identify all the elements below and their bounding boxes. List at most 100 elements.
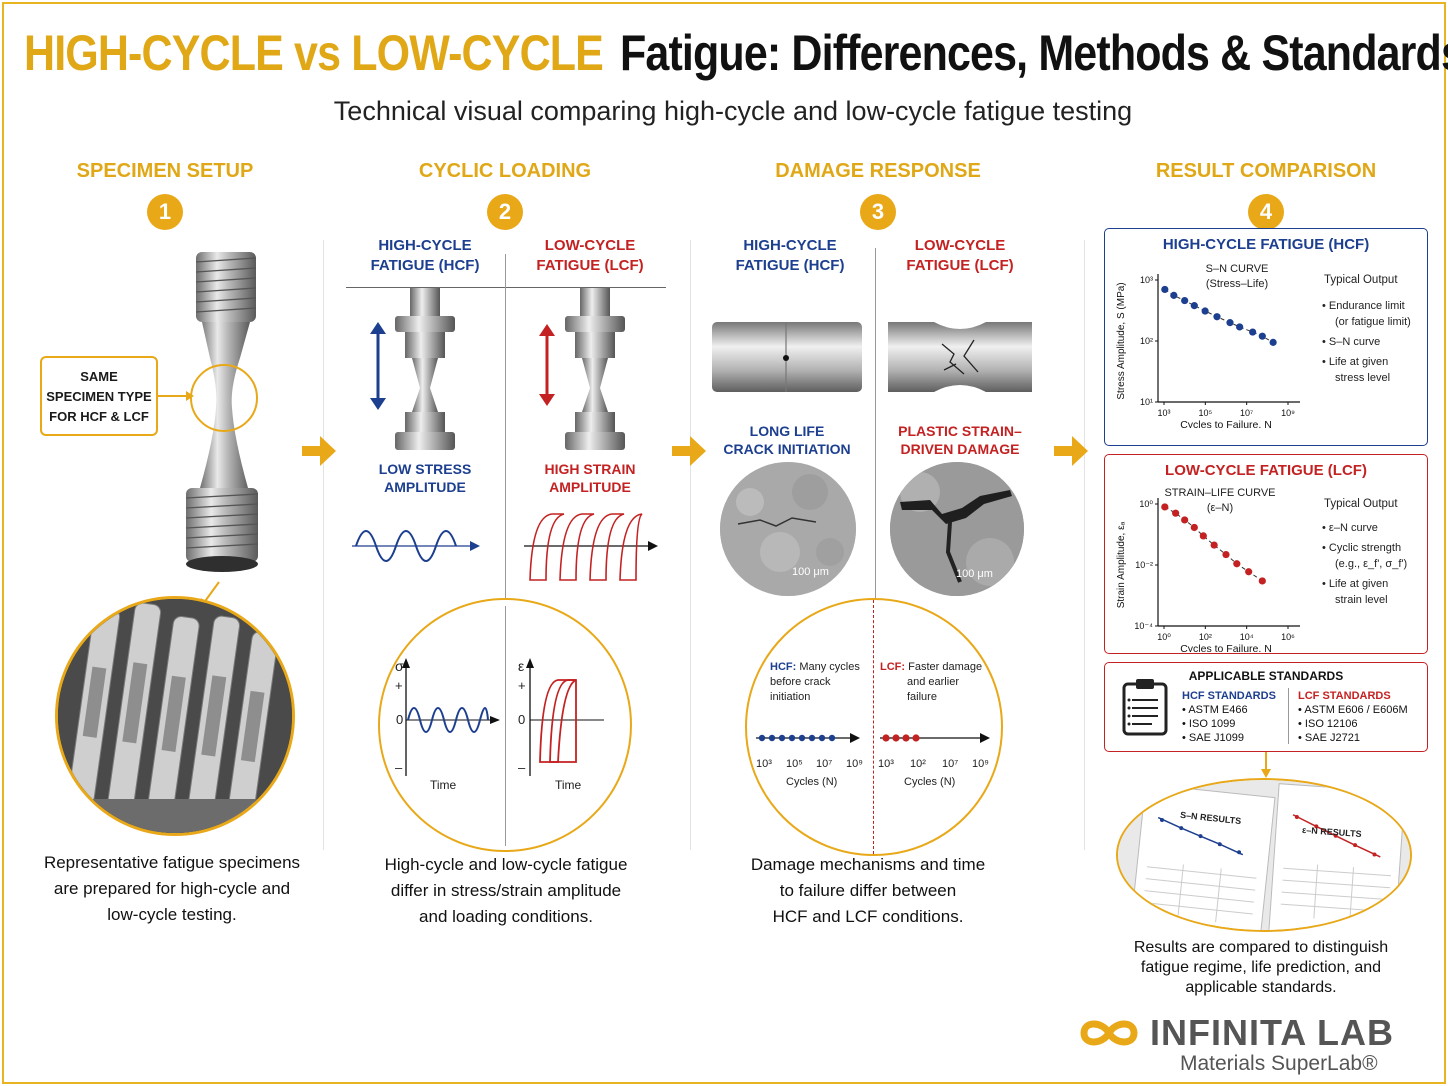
label-line: LOW-CYCLE xyxy=(544,237,636,254)
x-tick-label: 10⁷ xyxy=(1240,408,1253,418)
column-divider xyxy=(323,240,324,850)
loading-caption: High-cycle and low-cycle fatigue differ … xyxy=(356,852,656,930)
strain-axis-label: ε xyxy=(518,658,525,674)
label-line: LONG LIFE xyxy=(749,423,825,439)
note-line: initiation xyxy=(770,691,811,703)
y-tick-label: 10⁰ xyxy=(1139,499,1153,509)
output-item: stress level xyxy=(1335,372,1391,384)
hcf-standards-list: HCF STANDARDS • ASTM E466 • ISO 1099 • S… xyxy=(1182,690,1276,744)
time-axis-label: Time xyxy=(430,778,457,792)
setup-caption: Representative fatigue specimens are pre… xyxy=(22,850,322,928)
label-line: LOW-CYCLE xyxy=(914,237,1006,254)
lcf-macro-crack-illustration xyxy=(890,462,1024,596)
standards-title: APPLICABLE STANDARDS xyxy=(1188,669,1344,683)
label-line: PLASTIC STRAIN– xyxy=(898,423,1022,439)
hcf-scale-bar: 100 μm xyxy=(792,566,829,578)
lcf-tick: 10⁹ xyxy=(972,758,989,770)
step-title-4: RESULT COMPARISON xyxy=(1155,160,1377,182)
title-highlight: HIGH-CYCLE vs LOW-CYCLE xyxy=(24,25,604,81)
en-curve-chart: 10⁰ 10⁻² 10⁻⁴ 10⁰ 10² 10⁴ 10⁶ Cycles to Failure… xyxy=(1116,498,1300,652)
caption-line: applicable standards. xyxy=(1185,979,1337,996)
lcf-tick: 10⁷ xyxy=(942,758,959,770)
data-point xyxy=(1249,328,1257,336)
data-point xyxy=(1269,338,1277,346)
note-line: and earlier xyxy=(907,676,959,688)
label-line: FATIGUE (LCF) xyxy=(536,257,644,274)
minus-label: – xyxy=(395,760,403,775)
damage-caption: Damage mechanisms and time to failure di… xyxy=(718,852,1018,930)
lcf-scale-bar: 100 μm xyxy=(956,568,993,580)
label-line: AMPLITUDE xyxy=(384,479,466,495)
note-line: before crack xyxy=(770,676,831,688)
x-tick-label: 10⁹ xyxy=(1281,408,1295,418)
hcf-lcf-divider xyxy=(505,254,506,844)
result-sheets-illustration xyxy=(1118,780,1410,930)
label-line: LOW STRESS xyxy=(378,461,472,477)
data-point xyxy=(1190,302,1198,310)
hcf-cycle-timeline xyxy=(756,733,860,743)
lcf-necked-bar-illustration xyxy=(888,322,1032,392)
note-line: failure xyxy=(907,691,937,703)
plot-divider xyxy=(505,606,506,846)
label-line: DRIVEN DAMAGE xyxy=(900,441,1020,457)
lcf-amplitude-label: HIGH STRAIN AMPLITUDE xyxy=(515,460,665,496)
y-tick-label: 10⁻⁴ xyxy=(1134,621,1153,631)
label-line: HIGH STRAIN xyxy=(544,461,636,477)
standard-item: ASTM E466 xyxy=(1188,704,1248,716)
damage-hcf-label: HIGH-CYCLE FATIGUE (HCF) xyxy=(715,236,865,276)
data-point xyxy=(1170,291,1178,299)
step-number-1: 1 xyxy=(147,194,183,230)
x-axis-label: Cycles to Failure, N xyxy=(1180,419,1272,428)
specimen-row-illustration xyxy=(58,599,292,833)
step-title-2: CYCLIC LOADING xyxy=(418,160,592,182)
hcf-lcf-divider xyxy=(875,248,876,600)
page-title: HIGH-CYCLE vs LOW-CYCLE Fatigue: Differe… xyxy=(24,24,1448,92)
data-point xyxy=(1258,332,1266,340)
loading-hcf-label: HIGH-CYCLE FATIGUE (HCF) xyxy=(350,236,500,276)
caption-line: low-cycle testing. xyxy=(107,905,237,924)
note-tag: LCF: xyxy=(880,661,906,673)
caption-line: are prepared for high-cycle and xyxy=(53,879,291,898)
damage-lcf-label: LOW-CYCLE FATIGUE (LCF) xyxy=(885,236,1035,276)
brand-name: INFINITA LAB xyxy=(1150,1012,1394,1053)
output-item: Cyclic strength xyxy=(1328,542,1402,554)
y-axis-label: Strain Amplitude, εₐ xyxy=(1116,521,1127,608)
data-point xyxy=(1213,313,1221,321)
output-item: Endurance limit xyxy=(1328,300,1405,312)
hcf-timeline-note: HCF: Many cycles before crack initiation xyxy=(770,660,870,705)
callout-arrow-icon xyxy=(158,391,194,401)
callout-line: FOR HCF & LCF xyxy=(49,409,149,424)
clipboard-icon xyxy=(1122,679,1168,736)
lcf-damage-desc: PLASTIC STRAIN– DRIVEN DAMAGE xyxy=(882,422,1038,458)
stress-axis-label: σ xyxy=(395,658,404,674)
standard-item: ASTM E606 / E606M xyxy=(1304,704,1408,716)
data-point xyxy=(1222,550,1230,559)
output-item: strain level xyxy=(1335,594,1388,606)
lcf-panel-title: LOW-CYCLE FATIGUE (LCF) xyxy=(1165,462,1367,479)
lcf-output-title: Typical Output xyxy=(1324,498,1398,510)
hcf-tick: 10⁹ xyxy=(846,758,863,770)
data-point xyxy=(1161,503,1169,511)
flow-arrow-icon xyxy=(672,436,706,466)
y-axis-label: Stress Amplitude, S (MPa) xyxy=(1116,282,1127,399)
load-direction-icon xyxy=(539,324,555,406)
y-tick-label: 10¹ xyxy=(1140,397,1153,407)
standards-divider xyxy=(1288,688,1289,744)
caption-line: Results are compared to distinguish xyxy=(1133,939,1389,956)
lcf-tick: 10³ xyxy=(878,758,894,770)
note-line: Many cycles xyxy=(799,661,860,673)
output-item: ε–N curve xyxy=(1328,522,1378,534)
flow-arrow-icon xyxy=(302,436,336,466)
hcf-tick: 10³ xyxy=(756,758,772,770)
standard-item: SAE J1099 xyxy=(1188,732,1244,744)
hcf-output-list: • Endurance limit (or fatigue limit) • S… xyxy=(1322,298,1422,386)
note-line: Faster damage xyxy=(908,661,983,673)
step-number-4: 4 xyxy=(1248,194,1284,230)
data-point xyxy=(1199,532,1207,540)
hcf-output-title: Typical Output xyxy=(1324,274,1398,286)
hcf-micro-crack-illustration xyxy=(720,462,856,596)
data-point xyxy=(1258,577,1266,585)
damage-timeline-circle xyxy=(745,598,1003,856)
lcf-cycle-timeline xyxy=(880,733,990,743)
